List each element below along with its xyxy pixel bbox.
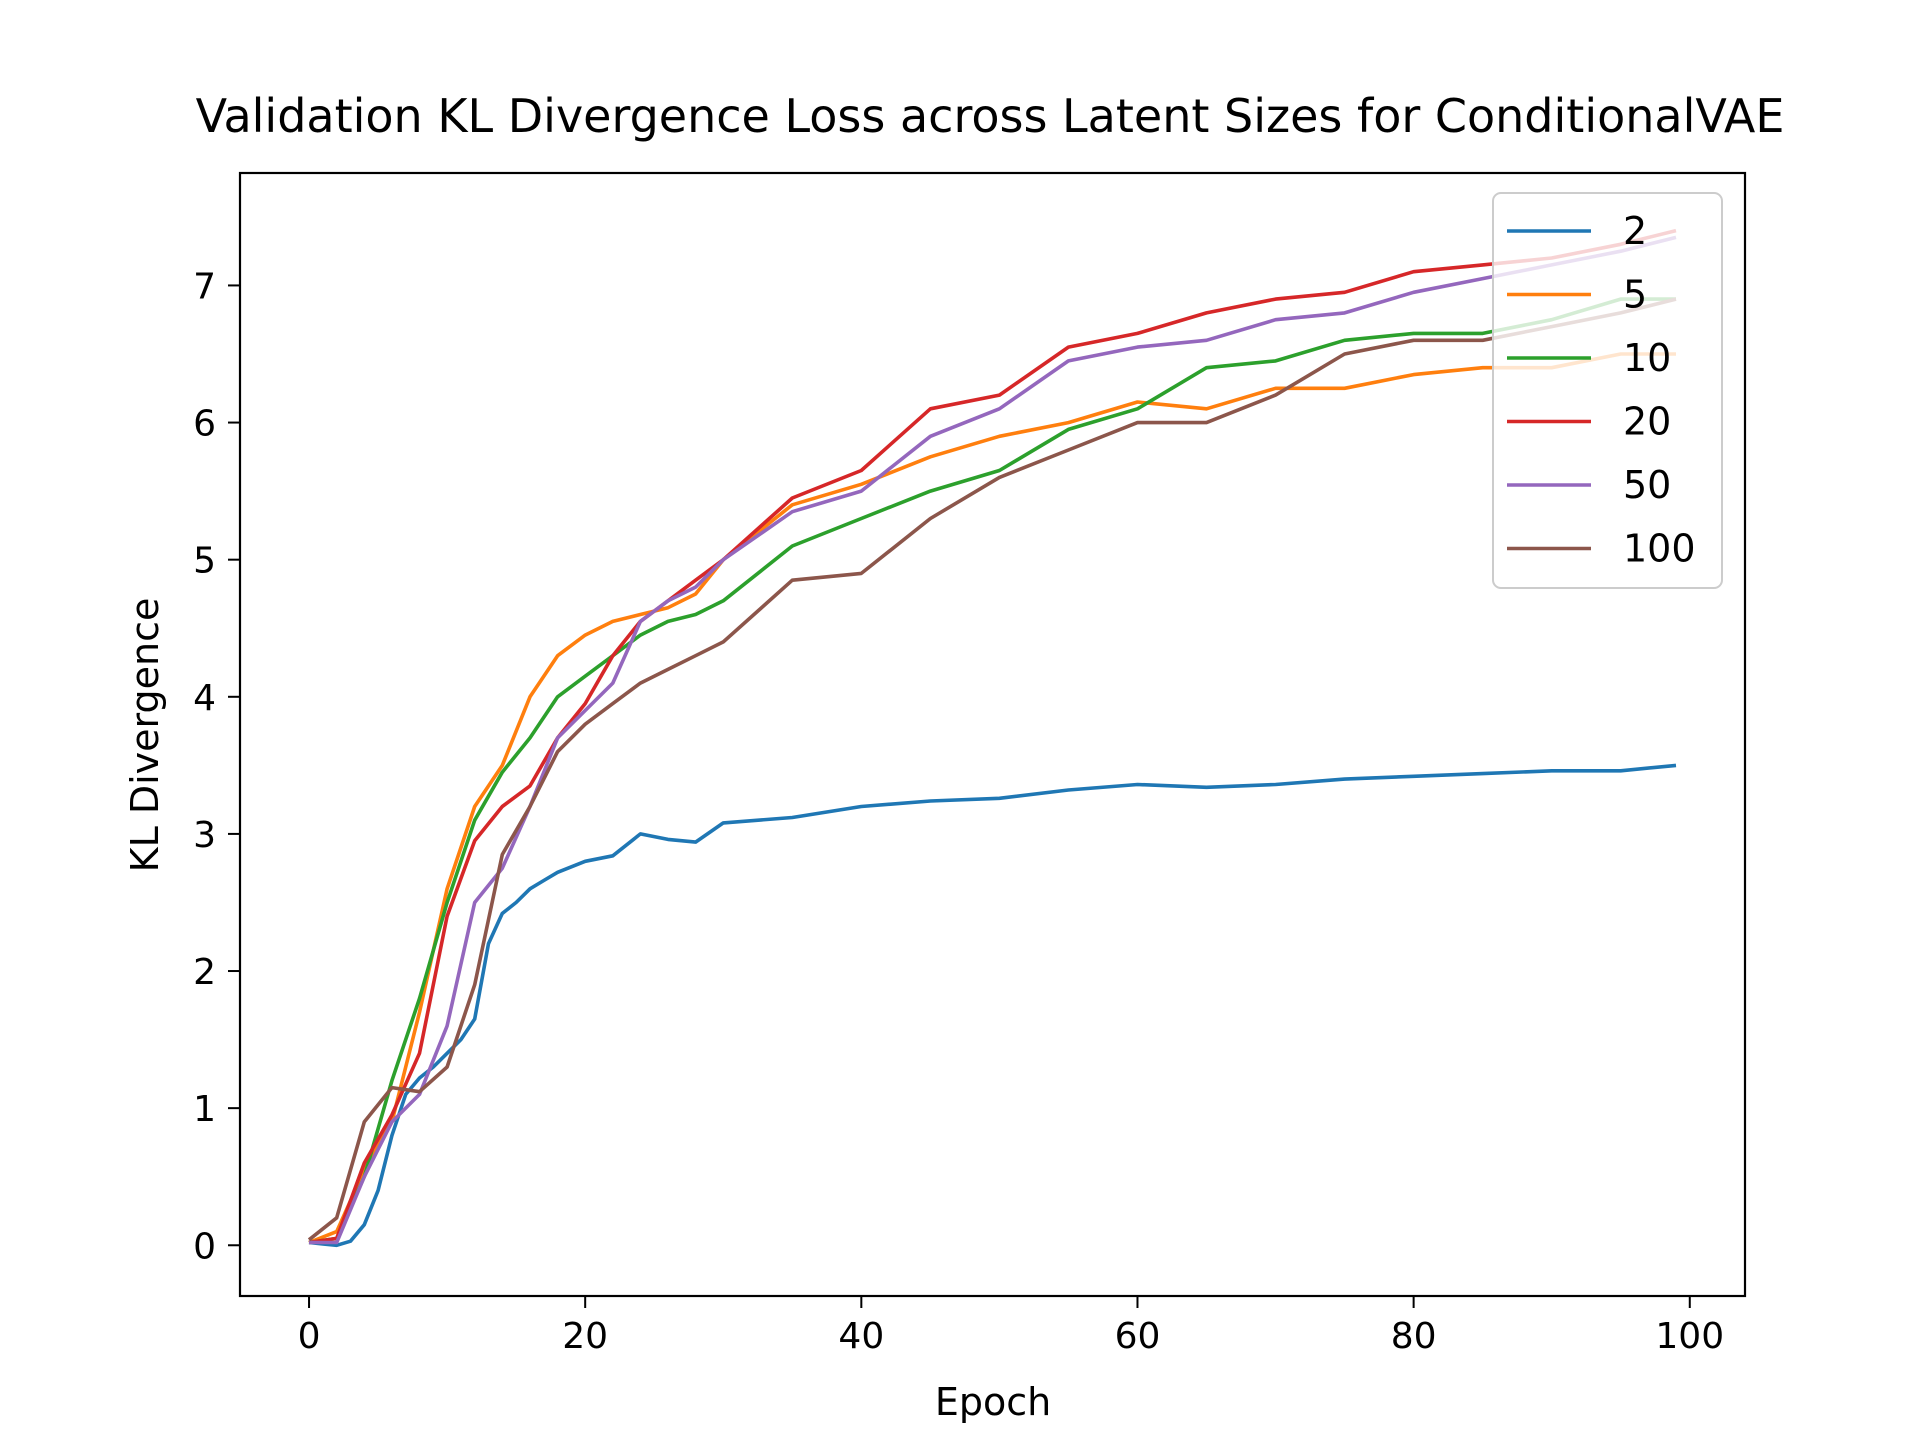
x-axis-title: Epoch [935, 1380, 1051, 1424]
y-tick-label: 5 [193, 541, 216, 582]
plot-frame [238, 171, 1747, 1298]
legend-label: 5 [1623, 273, 1647, 317]
plot-area [307, 228, 1677, 1248]
x-tick-label: 20 [562, 1316, 608, 1357]
y-tick-label: 7 [193, 266, 216, 307]
series-line-100 [307, 297, 1677, 1242]
x-tick-label: 80 [1391, 1316, 1437, 1357]
x-tick-label: 60 [1115, 1316, 1161, 1357]
legend-label: 2 [1623, 209, 1647, 253]
legend-label: 10 [1623, 336, 1671, 380]
legend-label: 50 [1623, 463, 1671, 507]
x-axis: 0 20 40 60 80 100 [298, 1296, 1724, 1357]
y-tick-label: 3 [193, 815, 216, 856]
y-tick-label: 1 [193, 1089, 216, 1130]
legend: 2 5 10 20 50 100 [1492, 192, 1723, 589]
series-line-10 [308, 297, 1676, 1245]
x-tick-label: 0 [298, 1316, 321, 1357]
series-line-50 [309, 235, 1677, 1245]
x-tick-label: 40 [838, 1316, 884, 1357]
chart-title: Validation KL Divergence Loss across Lat… [196, 89, 1785, 143]
series-line-20 [308, 228, 1677, 1245]
x-tick-label: 100 [1655, 1316, 1724, 1357]
y-tick-label: 4 [193, 678, 216, 719]
legend-label: 100 [1623, 527, 1696, 571]
legend-label: 20 [1623, 400, 1671, 444]
y-tick-label: 0 [193, 1226, 216, 1267]
legend-box [1492, 192, 1723, 589]
y-axis-title: KL Divergence [123, 598, 167, 873]
y-tick-label: 6 [193, 404, 216, 445]
y-axis: 0 1 2 3 4 5 6 7 [193, 266, 240, 1267]
series-line-5 [308, 352, 1676, 1245]
y-tick-label: 2 [193, 952, 216, 993]
